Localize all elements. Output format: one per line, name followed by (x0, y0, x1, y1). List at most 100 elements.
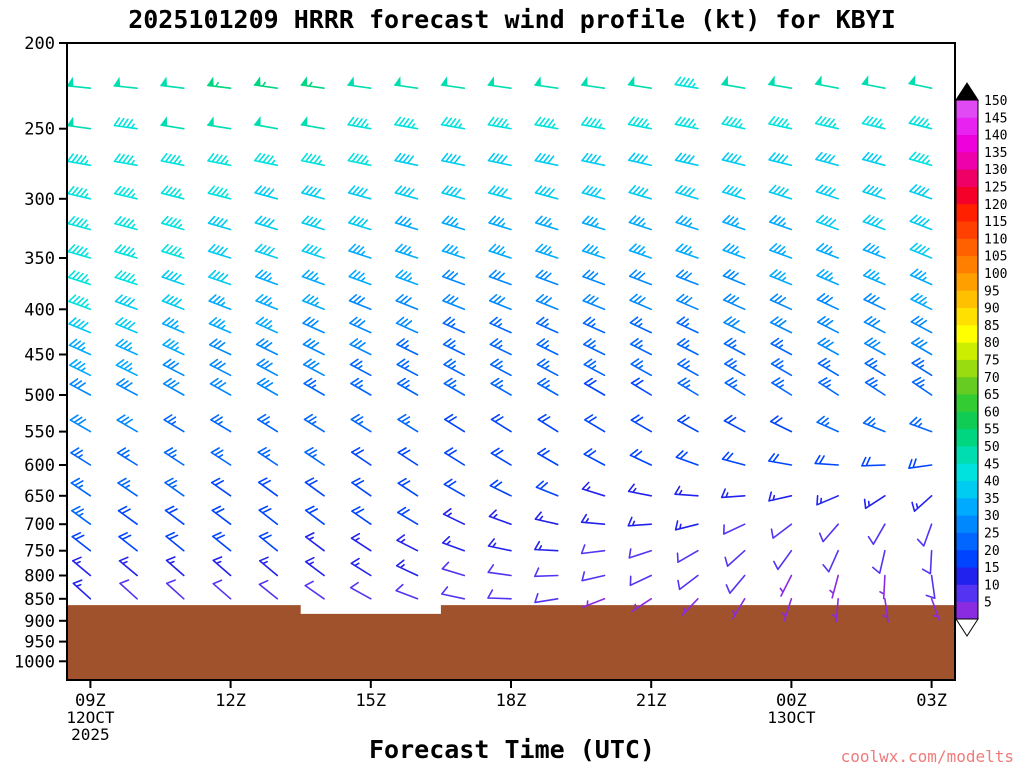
colorbar-segment (956, 273, 978, 291)
wind-barb (210, 447, 232, 466)
wind-barb (909, 416, 933, 433)
wind-barb (350, 447, 372, 466)
barb-staff (768, 83, 793, 89)
barb-staff (115, 338, 138, 356)
wind-barb (676, 338, 699, 356)
barb-staff (114, 294, 138, 311)
wind-barb (254, 185, 279, 200)
barb-staff (163, 447, 185, 466)
wind-barb (301, 269, 325, 286)
pressure-tick-label: 500 (24, 386, 55, 406)
pressure-tick-label: 900 (24, 612, 55, 632)
wind-barb (537, 377, 559, 396)
barb-staff (867, 523, 886, 545)
barb-staff (676, 293, 699, 311)
wind-barb (721, 116, 746, 130)
wind-barb (487, 564, 512, 577)
barb-staff (349, 358, 372, 377)
barb-staff (116, 447, 138, 466)
wind-barb (70, 477, 92, 497)
barb-staff (301, 185, 325, 200)
barb-staff (534, 540, 559, 552)
barb-staff (882, 598, 889, 623)
barb-staff (351, 477, 372, 497)
wind-barb (163, 414, 185, 433)
colorbar-segment (956, 255, 978, 274)
wind-barb (304, 447, 325, 466)
wind-barb (677, 358, 699, 377)
wind-barb (770, 358, 793, 377)
barb-staff (394, 84, 419, 89)
wind-barb (677, 414, 699, 433)
barb-staff (725, 574, 746, 594)
barb-staff (535, 294, 559, 311)
wind-barb (909, 268, 933, 286)
barb-staff (581, 481, 606, 497)
barb-staff (160, 153, 185, 167)
barb-staff (211, 505, 232, 525)
barb-staff (814, 454, 839, 466)
wind-barb (675, 185, 699, 200)
colorbar-tick-label: 20 (984, 544, 1000, 559)
barb-staff (722, 214, 746, 231)
barb-staff (69, 414, 92, 433)
barb-staff (769, 243, 793, 259)
watermark-text: coolwx.com/modelts (840, 747, 1014, 766)
barb-staff (863, 495, 886, 510)
wind-barb (674, 116, 699, 130)
barb-staff (769, 415, 793, 433)
wind-barb (254, 243, 279, 259)
barb-staff (71, 556, 92, 577)
barb-staff (815, 151, 839, 167)
wind-barb (349, 581, 372, 600)
barb-staff (487, 564, 512, 577)
wind-barb (817, 337, 839, 356)
barb-staff (861, 456, 886, 467)
colorbar-tick-label: 140 (984, 129, 1007, 144)
wind-barb (442, 316, 466, 334)
barb-staff (580, 513, 606, 525)
pressure-tick-label: 700 (24, 515, 55, 535)
wind-barb (394, 116, 419, 130)
wind-barb (441, 243, 466, 259)
barb-staff (258, 556, 279, 577)
colorbar-segment (956, 359, 978, 378)
barb-staff (71, 532, 92, 552)
wind-barb (211, 505, 232, 525)
colorbar-tick-label: 65 (984, 388, 1000, 403)
pressure-tick-label: 400 (24, 300, 55, 320)
wind-barb (580, 544, 606, 555)
pressure-tick-label: 800 (24, 567, 55, 587)
wind-barb (862, 268, 886, 286)
barb-staff (862, 214, 886, 231)
barb-staff (255, 338, 279, 356)
wind-barb (207, 185, 232, 200)
barb-staff (300, 81, 325, 89)
wind-barb (442, 508, 466, 525)
wind-barb (769, 415, 793, 433)
barb-staff (770, 337, 793, 356)
wind-barb (115, 338, 138, 356)
wind-barb (535, 294, 559, 311)
barb-staff (721, 184, 746, 200)
colorbar-segment (956, 480, 978, 499)
barb-staff (770, 358, 793, 377)
barb-staff (302, 338, 325, 356)
colorbar-segment (956, 307, 978, 326)
wind-barb (829, 574, 839, 599)
barb-staff (66, 124, 92, 130)
barb-staff (908, 458, 933, 469)
wind-barb (817, 357, 839, 377)
wind-barb (862, 416, 886, 433)
barb-staff (160, 215, 185, 231)
barb-staff (627, 483, 652, 497)
wind-barb (350, 557, 372, 577)
barb-staff (488, 269, 512, 286)
wind-barb (304, 580, 325, 600)
barb-staff (674, 76, 699, 89)
barb-staff (255, 316, 279, 334)
wind-barb (164, 505, 185, 525)
barb-staff (629, 293, 652, 311)
barb-staff (488, 215, 512, 231)
wind-barb (351, 477, 372, 497)
